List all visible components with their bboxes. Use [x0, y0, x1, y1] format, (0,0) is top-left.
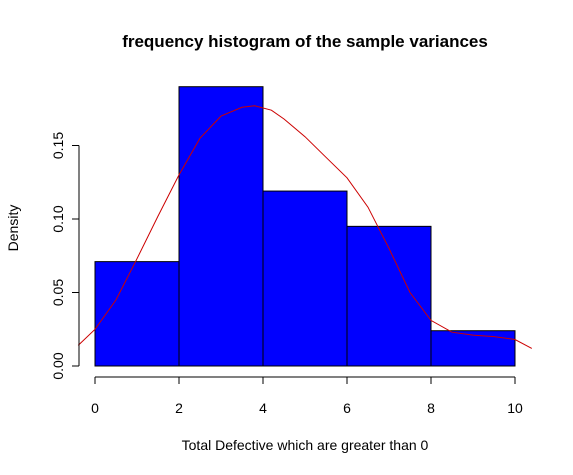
density-curve-group	[77, 105, 533, 349]
x-axis-label: Total Defective which are greater than 0	[182, 437, 429, 453]
bars-group	[94, 86, 516, 367]
x-tick-label-5: 10	[507, 400, 523, 416]
y-axis: 0.00 0.05 0.10 0.15	[50, 132, 80, 380]
histogram-bar-3	[346, 225, 432, 367]
histogram-bar-0	[94, 261, 180, 367]
histogram-bar-2	[262, 190, 348, 367]
y-tick-label-2: 0.10	[50, 205, 66, 232]
y-tick-label-1: 0.05	[50, 279, 66, 306]
y-tick-label-0: 0.00	[50, 352, 66, 379]
x-tick-label-3: 6	[343, 400, 351, 416]
chart-title: frequency histogram of the sample varian…	[122, 32, 488, 51]
histogram-bar-1	[178, 86, 264, 367]
y-axis-label: Density	[5, 205, 21, 252]
x-tick-label-0: 0	[91, 400, 99, 416]
x-tick-label-2: 4	[259, 400, 267, 416]
x-tick-label-4: 8	[427, 400, 435, 416]
x-axis: 0 2 4 6 8 10	[91, 376, 523, 416]
x-tick-label-1: 2	[175, 400, 183, 416]
histogram-bar-4	[430, 330, 516, 367]
density-curve	[77, 105, 533, 349]
y-tick-label-3: 0.15	[50, 132, 66, 159]
